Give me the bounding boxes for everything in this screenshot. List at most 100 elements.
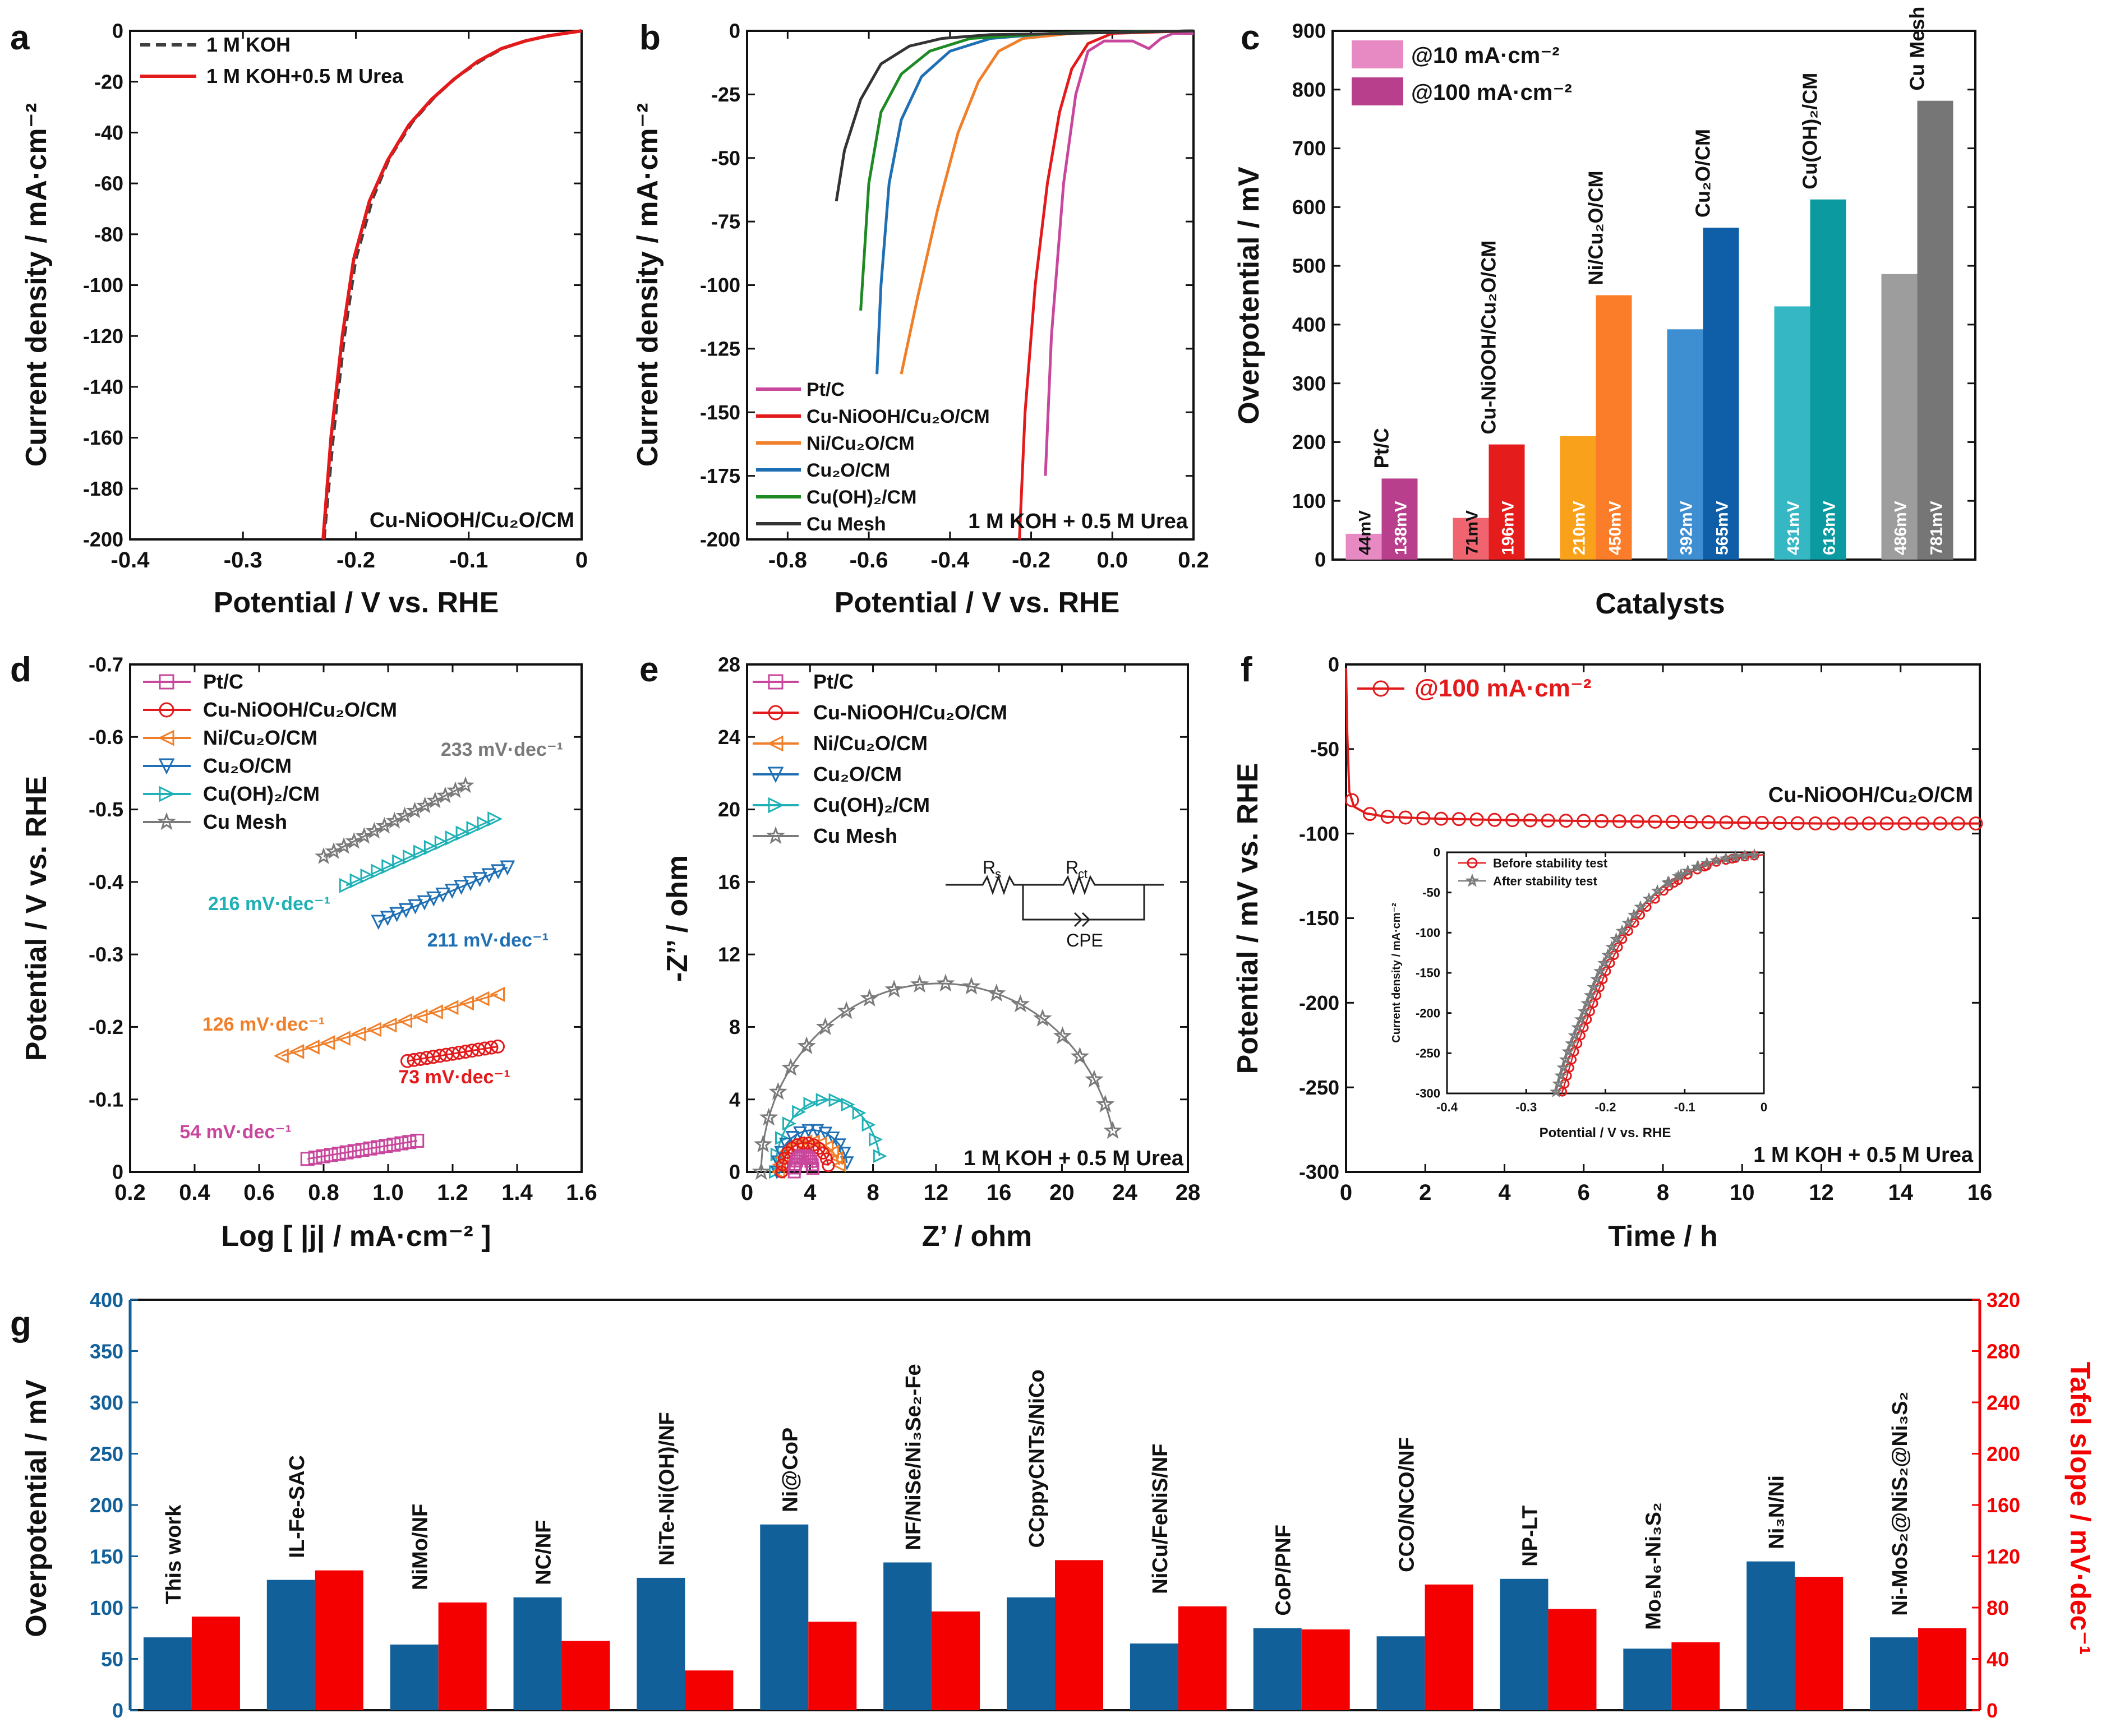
category-label: CCO/NCO/NF	[1395, 1437, 1419, 1572]
data-point	[822, 1159, 835, 1172]
data-point	[455, 825, 471, 841]
data-point	[434, 835, 450, 851]
y-tick-label: 20	[718, 798, 740, 821]
data-point	[477, 816, 492, 832]
category-label: NiCu/FeNiS/NF	[1149, 1444, 1172, 1594]
data-point	[873, 1149, 887, 1164]
data-point	[1612, 814, 1626, 829]
y-tick-label: 100	[90, 1596, 123, 1619]
tafel-bar	[1425, 1584, 1473, 1710]
data-point	[1683, 815, 1698, 829]
panel-e-frame	[746, 663, 1189, 1173]
data-point	[815, 1017, 835, 1036]
y-tick-label: -160	[83, 426, 123, 449]
tafel-bar	[1301, 1629, 1350, 1710]
slope-label: 126 mV·dec⁻¹	[202, 1014, 325, 1035]
y-tick-label: -150	[1299, 907, 1339, 930]
x-axis-title: Potential / V vs. RHE	[835, 587, 1120, 619]
data-point	[490, 986, 505, 1002]
inset-point	[1690, 860, 1704, 873]
tafel-bar	[1548, 1609, 1597, 1710]
data-point	[381, 858, 397, 874]
y-tick-label: 0	[112, 1699, 123, 1722]
data-point	[459, 995, 474, 1011]
data-point	[1559, 814, 1573, 828]
fit-line	[378, 866, 508, 923]
y-tick-label: -175	[700, 464, 740, 487]
data-point	[380, 911, 395, 926]
data-point	[304, 1039, 320, 1055]
legend-marker	[1372, 680, 1389, 697]
overpotential-bar	[143, 1637, 192, 1710]
data-point	[363, 1141, 377, 1156]
inset-point	[1719, 852, 1732, 865]
tafel-bar	[808, 1622, 857, 1710]
data-point	[472, 872, 487, 888]
panel-c-bar	[1881, 274, 1918, 560]
y-tick-label: -250	[1299, 1076, 1339, 1099]
y-tick-label: -200	[83, 528, 123, 551]
y-tick-label: -0.7	[89, 653, 123, 676]
tafel-bar	[1918, 1628, 1967, 1710]
data-point	[1103, 1121, 1122, 1139]
legend-label: Cu₂O/CM	[203, 754, 292, 777]
data-point	[785, 1131, 800, 1145]
data-point	[1487, 812, 1502, 827]
legend-marker	[767, 735, 784, 752]
x-tick-label: 0.4	[179, 1180, 210, 1205]
data-point	[884, 980, 904, 998]
inset-point	[1568, 1028, 1581, 1041]
y-axis-title: Overpotential / mV	[20, 1379, 53, 1637]
legend-label: @100 mA·cm⁻²	[1414, 675, 1592, 702]
data-point	[413, 1051, 427, 1066]
x-tick-label: 1.2	[437, 1180, 468, 1205]
data-point	[1737, 815, 1752, 830]
data-point	[792, 1105, 807, 1119]
y-tick-label: -100	[1416, 926, 1440, 940]
legend-swatch	[1352, 40, 1403, 68]
data-point	[402, 1135, 417, 1149]
panel-label: e	[639, 650, 658, 689]
data-point	[1416, 811, 1431, 825]
legend-marker	[159, 702, 174, 718]
y-tick-label: -300	[1416, 1087, 1440, 1101]
overpotential-bar	[760, 1524, 809, 1710]
inset-point	[1605, 940, 1619, 953]
y-tick-label: -250	[1416, 1046, 1440, 1060]
data-point	[1345, 793, 1360, 807]
data-point	[423, 839, 439, 855]
data-point	[426, 1050, 440, 1064]
x-tick-label: 20	[1049, 1180, 1075, 1205]
y-tick-label: 300	[90, 1391, 123, 1414]
data-point	[335, 1031, 351, 1046]
inset-point	[1590, 972, 1603, 985]
y-tick-label: 350	[90, 1340, 123, 1363]
data-point	[458, 1045, 473, 1059]
data-point	[1053, 1026, 1072, 1045]
stability-line	[1345, 667, 1980, 825]
x-tick-label: -0.8	[768, 548, 807, 572]
data-point	[360, 868, 376, 884]
y-tick-label: -200	[1299, 991, 1339, 1014]
x-tick-label: 1.0	[372, 1180, 404, 1205]
inset-point	[1559, 1052, 1572, 1065]
overpotential-bar	[1623, 1649, 1672, 1710]
tafel-bar	[438, 1602, 487, 1710]
y-tick-label: 0	[112, 1161, 123, 1184]
cpe-label: CPE	[1066, 930, 1103, 950]
x-tick-label: -0.3	[224, 548, 262, 572]
legend-label: Ni/Cu₂O/CM	[813, 732, 928, 755]
bar-value-label: 210mV	[1570, 501, 1589, 555]
data-point	[471, 1042, 486, 1057]
data-point	[416, 796, 434, 814]
panel-label: a	[10, 19, 30, 57]
x-tick-label: 8	[867, 1180, 879, 1205]
data-point	[420, 1051, 434, 1065]
rct-label: R	[1066, 857, 1079, 878]
data-point	[413, 844, 428, 860]
data-point	[452, 1045, 466, 1060]
x-tick-label: -0.2	[1012, 548, 1050, 572]
data-point	[869, 1132, 883, 1147]
data-point	[810, 1124, 824, 1138]
legend-label: Cu Mesh	[807, 514, 886, 535]
